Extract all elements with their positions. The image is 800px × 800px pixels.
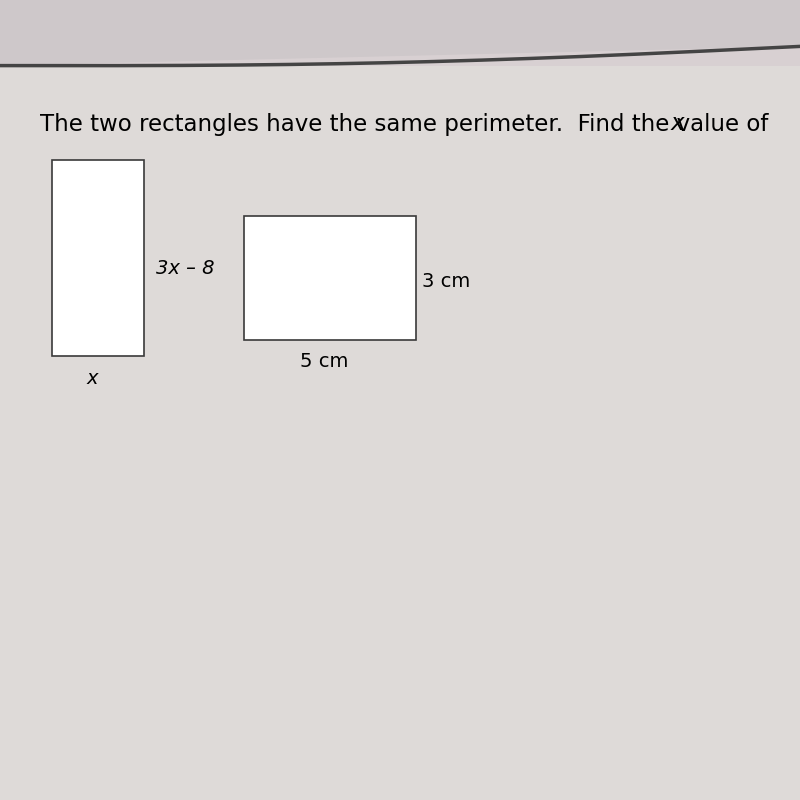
Polygon shape [0,0,800,66]
Text: The two rectangles have the same perimeter.  Find the value of: The two rectangles have the same perimet… [40,113,776,135]
Text: x: x [670,113,684,135]
Bar [52,160,144,356]
Text: 3x – 8: 3x – 8 [156,258,214,278]
Text: 5 cm: 5 cm [300,352,348,371]
Text: 3 cm: 3 cm [422,272,470,291]
Text: x: x [86,369,98,388]
Bar [244,216,416,340]
